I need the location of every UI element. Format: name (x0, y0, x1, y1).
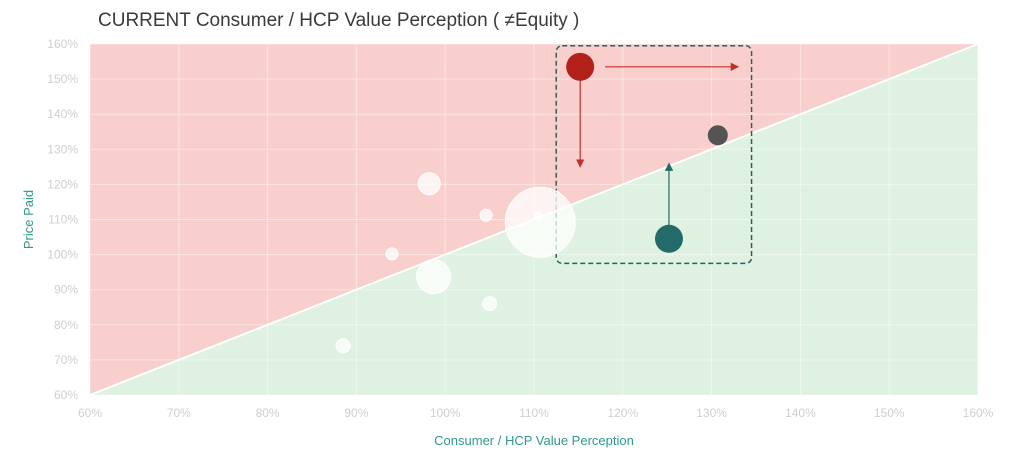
scatter-point (566, 52, 595, 81)
x-tick-label: 140% (785, 406, 816, 420)
y-tick-label: 80% (54, 318, 78, 332)
y-tick-label: 160% (47, 37, 78, 51)
scatter-point (417, 172, 441, 196)
arrows-layer (575, 62, 740, 227)
scatter-point (335, 338, 351, 354)
x-tick-label: 110% (519, 406, 549, 420)
y-axis-title: Price Paid (21, 190, 36, 249)
scatter-point (416, 259, 452, 295)
points-layer (335, 52, 728, 354)
x-tick-label: 90% (344, 406, 368, 420)
highlight-box-layer (555, 45, 753, 265)
y-tick-label: 60% (54, 388, 78, 402)
x-tick-label: 130% (696, 406, 727, 420)
scatter-point (654, 224, 683, 253)
y-tick-label: 140% (47, 107, 78, 121)
y-tick-label: 120% (47, 177, 78, 191)
scatter-point (479, 208, 493, 222)
x-tick-label: 70% (167, 406, 191, 420)
scatter-point (482, 296, 498, 312)
scatter-point (385, 247, 399, 261)
x-axis-title: Consumer / HCP Value Perception (434, 433, 634, 448)
scatter-point (533, 211, 543, 221)
y-tick-label: 70% (54, 353, 78, 367)
y-tick-label: 150% (47, 72, 78, 86)
scatter-point (504, 186, 576, 258)
x-tick-label: 150% (874, 406, 905, 420)
x-tick-label: 80% (256, 406, 280, 420)
y-tick-label: 90% (54, 283, 78, 297)
x-tick-label: 60% (78, 406, 102, 420)
scatter-point (707, 125, 728, 146)
x-tick-label: 160% (963, 406, 994, 420)
y-tick-label: 100% (47, 248, 78, 262)
x-tick-label: 120% (607, 406, 638, 420)
chart-title: CURRENT Consumer / HCP Value Perception … (98, 10, 580, 31)
y-tick-label: 110% (48, 213, 78, 227)
x-tick-label: 100% (430, 406, 461, 420)
y-tick-label: 130% (47, 142, 78, 156)
highlight-box (555, 45, 753, 265)
tick-labels: 60% 70% 80% 90% 100% 110% 120% 130% 140% 150% 160%… (47, 37, 993, 420)
